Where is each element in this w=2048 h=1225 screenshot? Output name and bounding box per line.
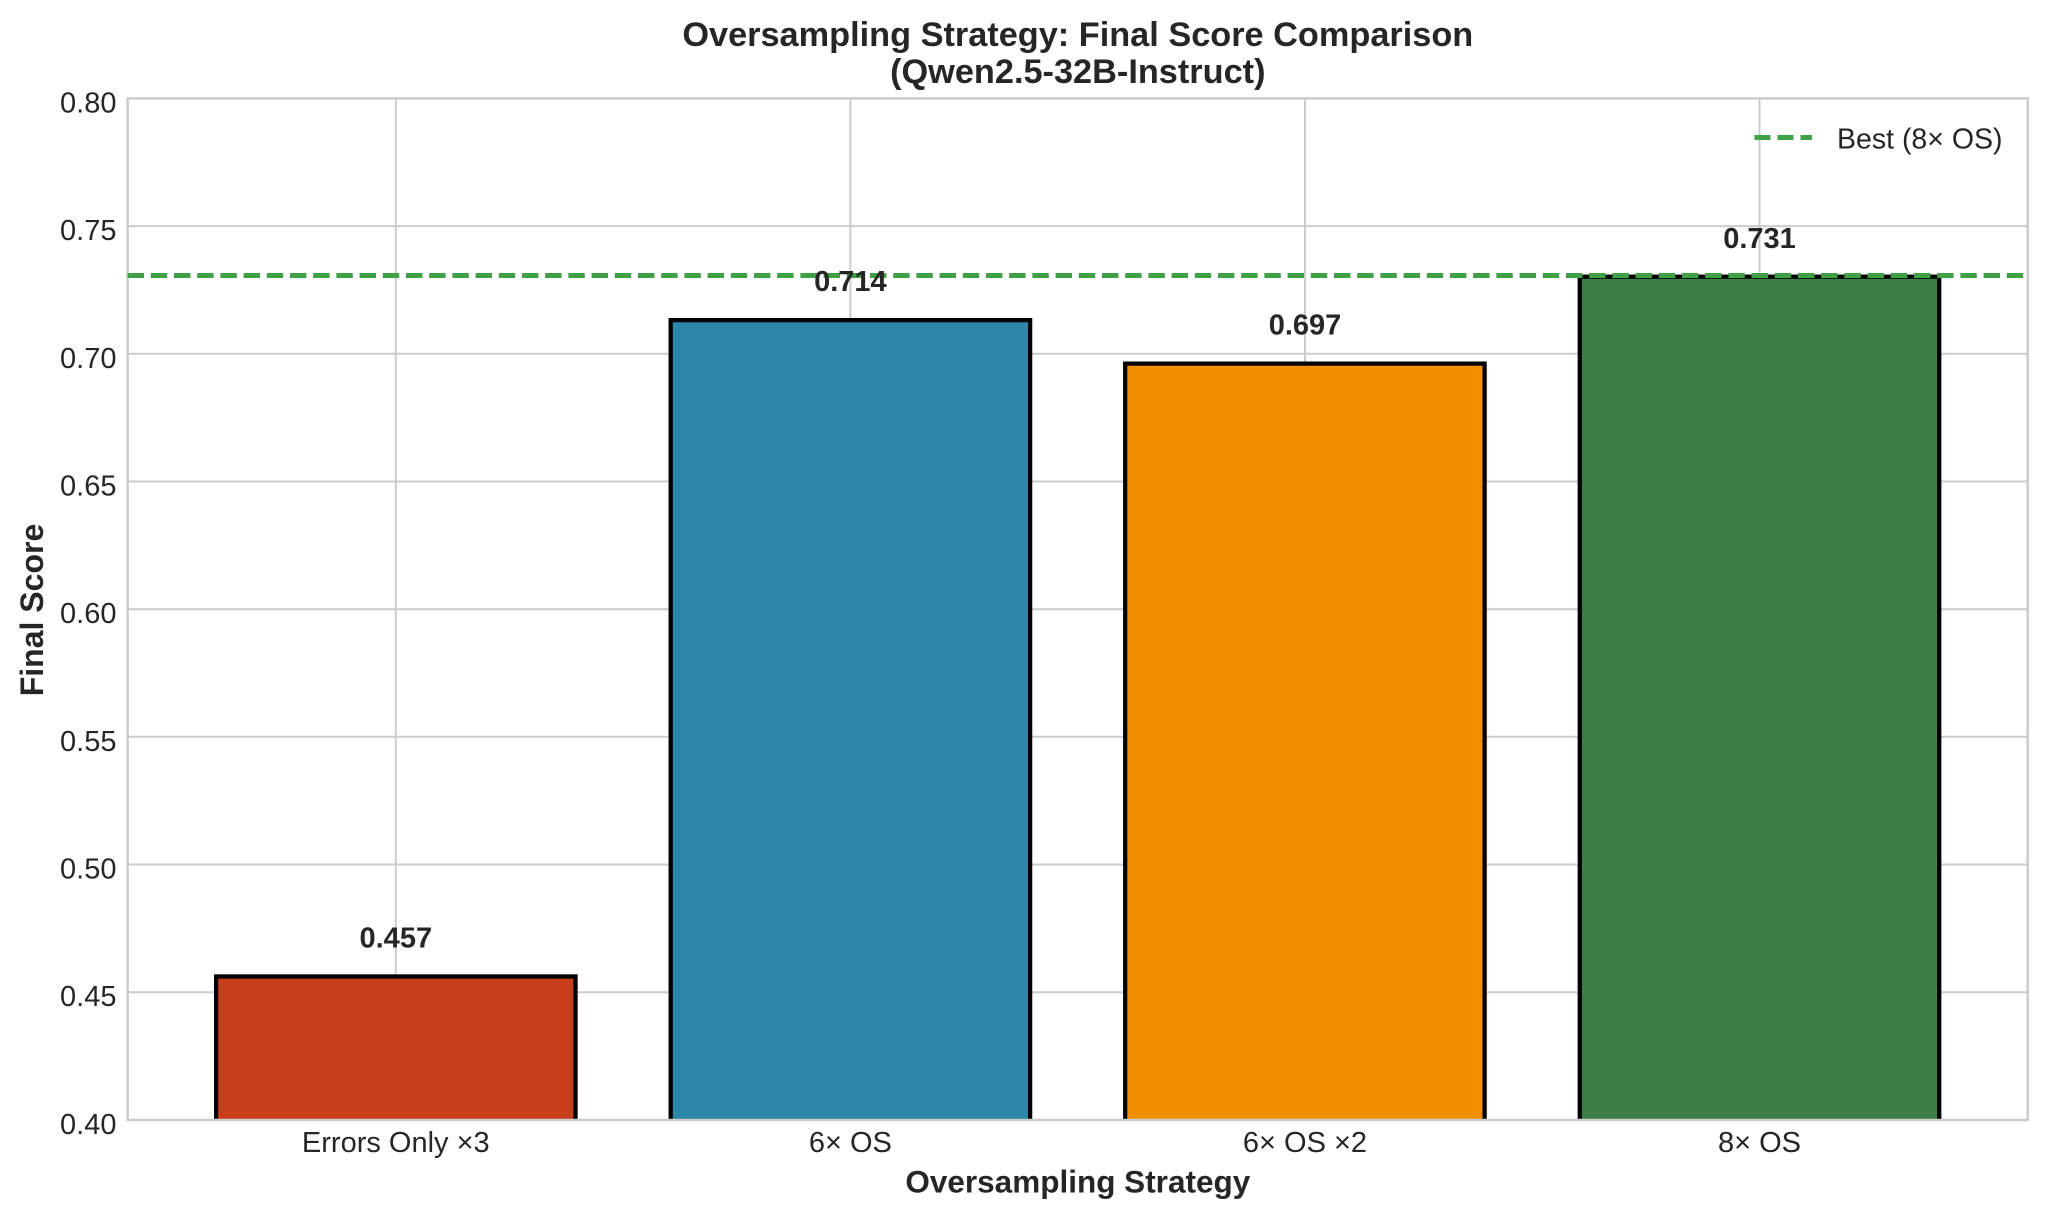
svg-text:0.60: 0.60 — [60, 598, 116, 630]
svg-text:0.75: 0.75 — [60, 215, 116, 247]
svg-text:0.731: 0.731 — [1723, 223, 1796, 255]
svg-text:0.457: 0.457 — [360, 923, 433, 955]
svg-text:0.70: 0.70 — [60, 343, 116, 375]
svg-text:(Qwen2.5-32B-Instruct): (Qwen2.5-32B-Instruct) — [890, 53, 1265, 91]
svg-text:8× OS: 8× OS — [1718, 1127, 1801, 1159]
svg-text:0.50: 0.50 — [60, 854, 116, 886]
svg-text:0.55: 0.55 — [60, 726, 116, 758]
svg-text:Best (8× OS): Best (8× OS) — [1837, 124, 2003, 156]
svg-text:0.714: 0.714 — [814, 266, 887, 298]
svg-text:Oversampling Strategy: Final S: Oversampling Strategy: Final Score Compa… — [682, 16, 1473, 54]
svg-text:Oversampling Strategy: Oversampling Strategy — [905, 1164, 1250, 1200]
svg-text:0.80: 0.80 — [60, 87, 116, 119]
svg-text:6× OS: 6× OS — [809, 1127, 892, 1159]
svg-text:Final Score: Final Score — [14, 524, 50, 697]
svg-text:6× OS ×2: 6× OS ×2 — [1243, 1127, 1367, 1159]
svg-text:0.40: 0.40 — [60, 1109, 116, 1141]
svg-text:0.65: 0.65 — [60, 471, 116, 503]
svg-text:0.697: 0.697 — [1269, 310, 1342, 342]
svg-text:Errors Only ×3: Errors Only ×3 — [302, 1127, 490, 1159]
svg-text:0.45: 0.45 — [60, 981, 116, 1013]
